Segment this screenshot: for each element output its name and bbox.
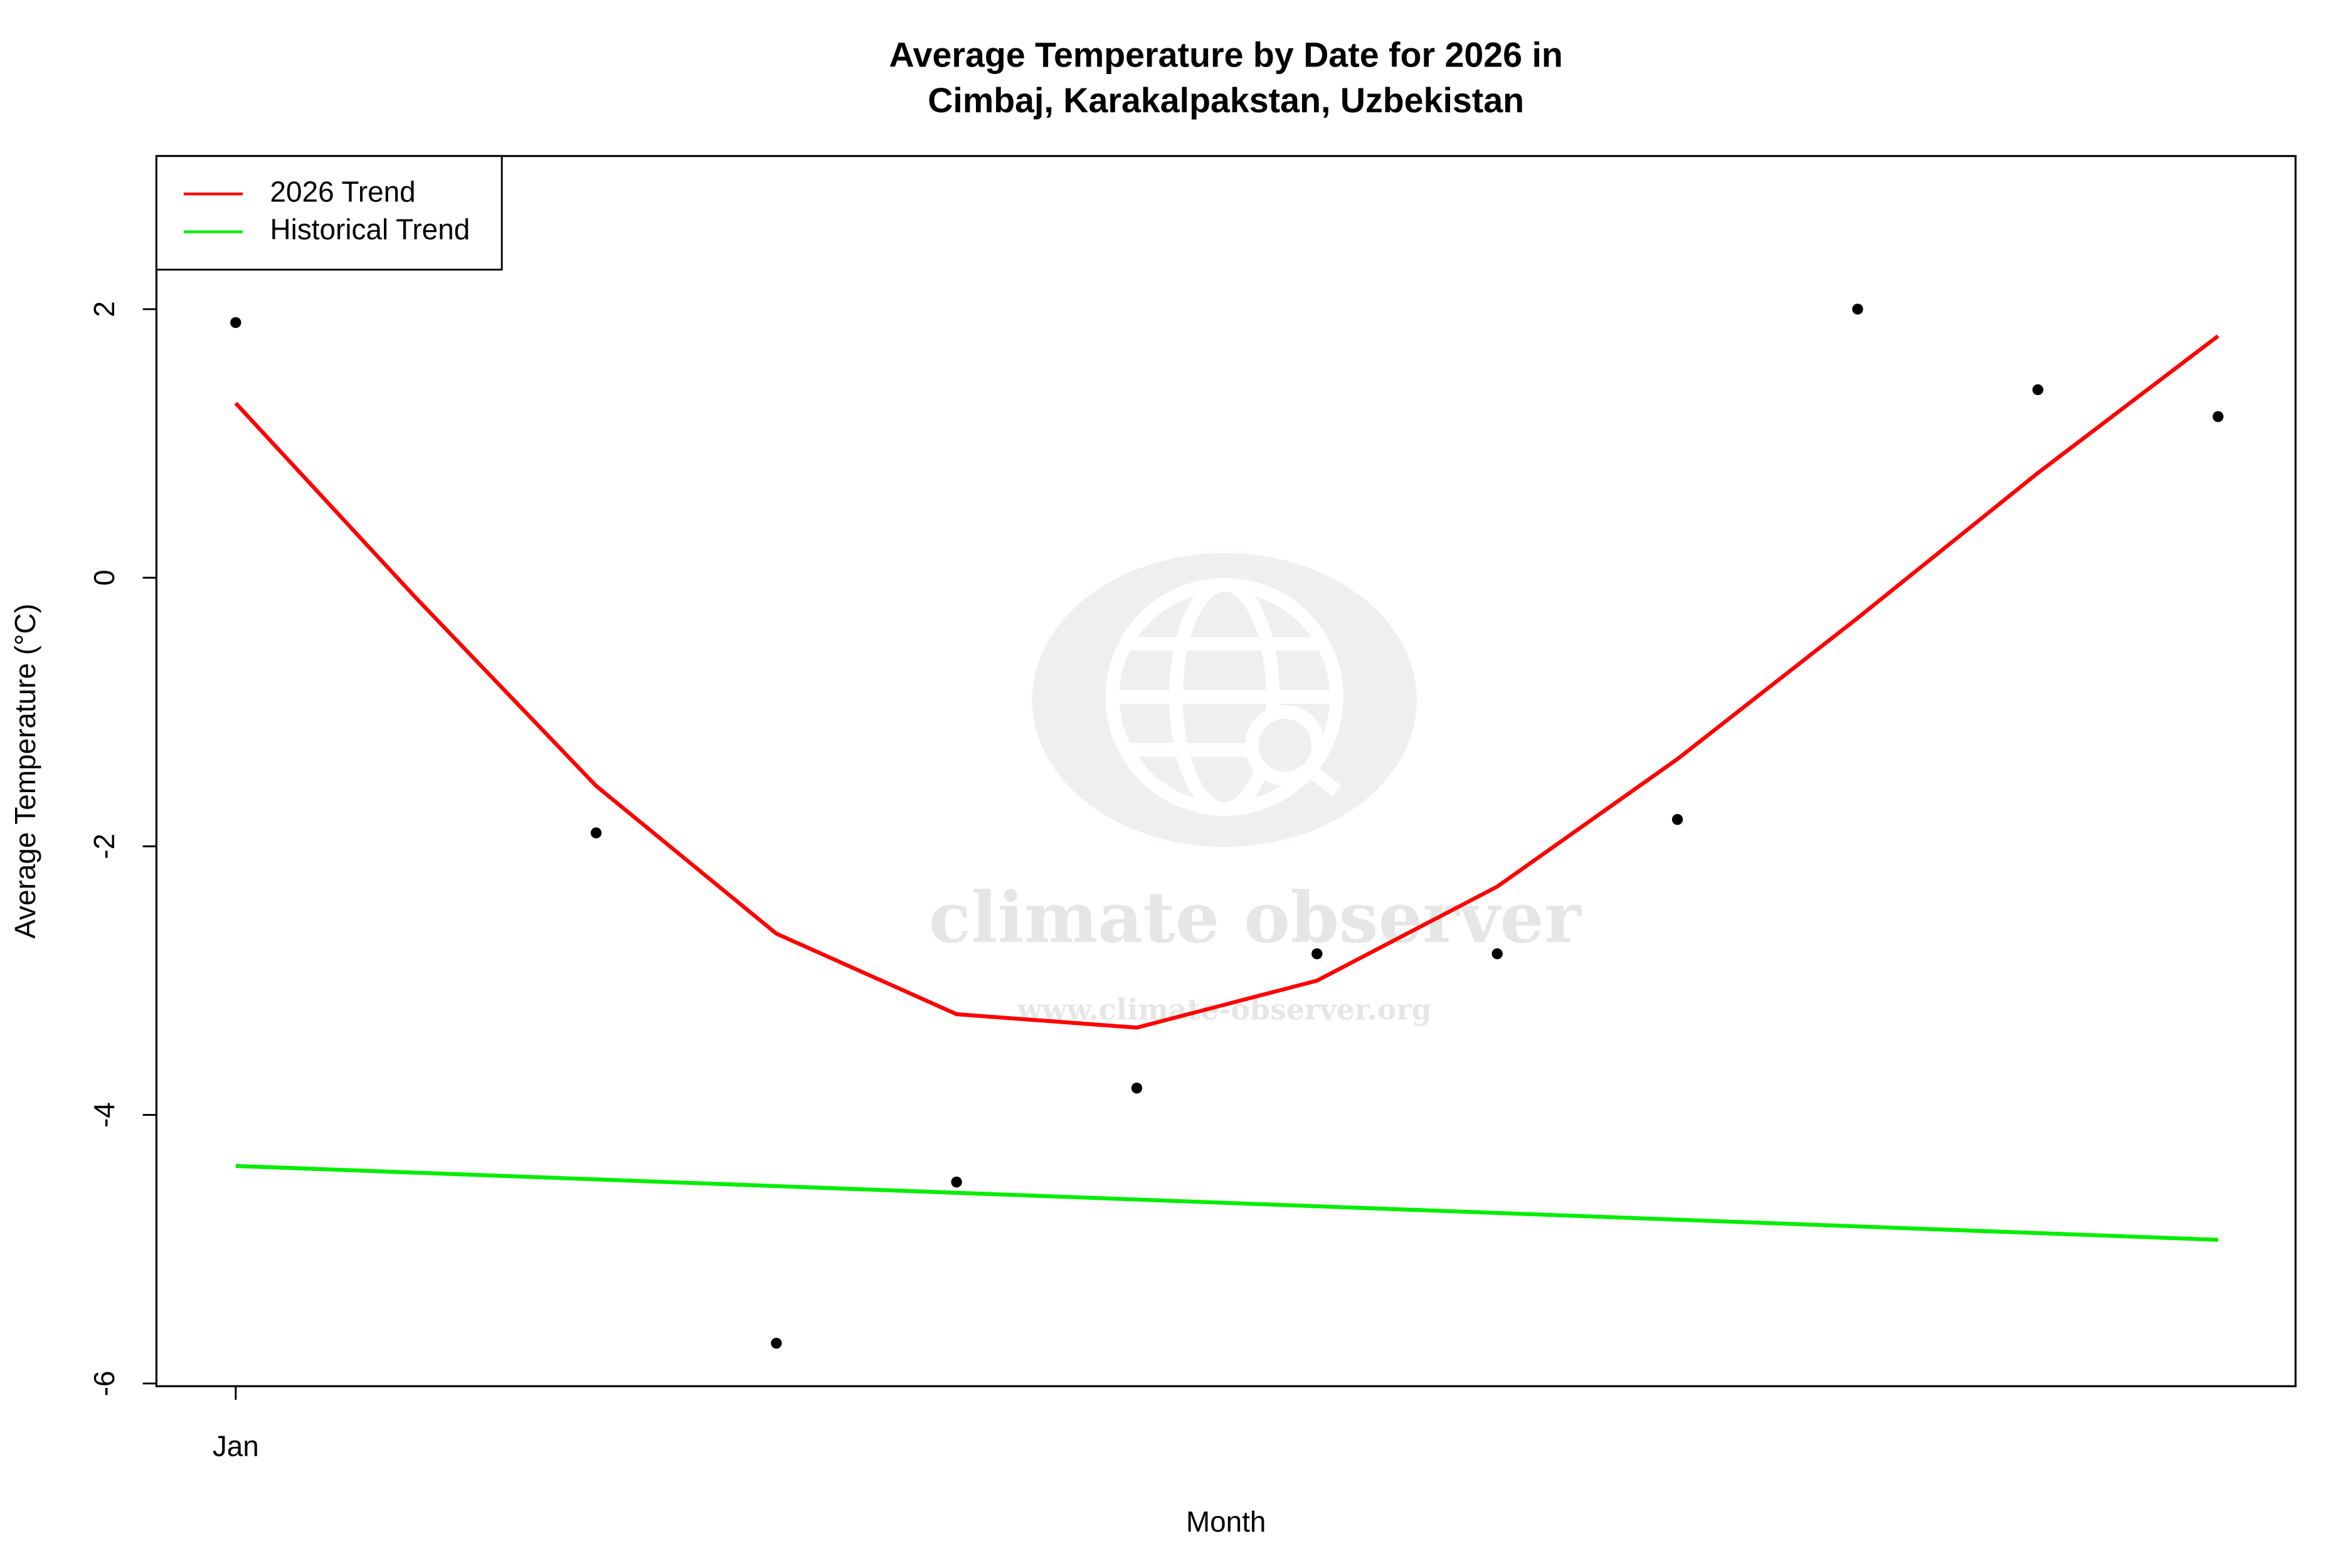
data-point <box>951 1176 962 1188</box>
legend-box <box>155 155 503 271</box>
data-point <box>590 827 602 839</box>
x-tick-label: Jan <box>213 1429 259 1462</box>
data-point <box>1852 304 1863 315</box>
watermark-name: climate observer <box>929 877 1582 959</box>
watermark-globe <box>1105 578 1343 816</box>
data-point <box>2032 384 2043 396</box>
data-point <box>230 317 241 328</box>
y-tick-label: 2 <box>88 301 120 317</box>
legend-label: Historical Trend <box>270 213 470 246</box>
y-tick-label: 0 <box>88 569 120 586</box>
legend: 2026 Trend Historical Trend <box>155 155 503 271</box>
plot-frame <box>155 155 2297 1387</box>
data-point <box>1131 1083 1143 1094</box>
data-point <box>1491 948 1503 960</box>
watermark-url: www.climate-observer.org <box>1017 993 1432 1027</box>
watermark: climate observer www.climate-observer.or… <box>929 553 1582 1027</box>
y-tick-label: -6 <box>88 1370 120 1396</box>
trend-line <box>234 334 2220 1030</box>
x-axis-label: Month <box>1186 1505 1266 1538</box>
data-point <box>771 1337 782 1349</box>
data-point <box>1311 948 1323 960</box>
chart-title: Average Temperature by Date for 2026 in <box>889 35 1563 74</box>
y-axis-label: Average Temperature (°C) <box>9 603 41 938</box>
legend-label: 2026 Trend <box>270 175 416 208</box>
y-tick-label: -2 <box>88 834 120 859</box>
trend-line <box>235 1163 2218 1242</box>
chart-subtitle: Cimbaj, Karakalpakstan, Uzbekistan <box>928 81 1524 120</box>
data-point <box>2212 411 2224 422</box>
data-point <box>1671 813 1683 825</box>
y-tick-label: -4 <box>88 1102 120 1128</box>
